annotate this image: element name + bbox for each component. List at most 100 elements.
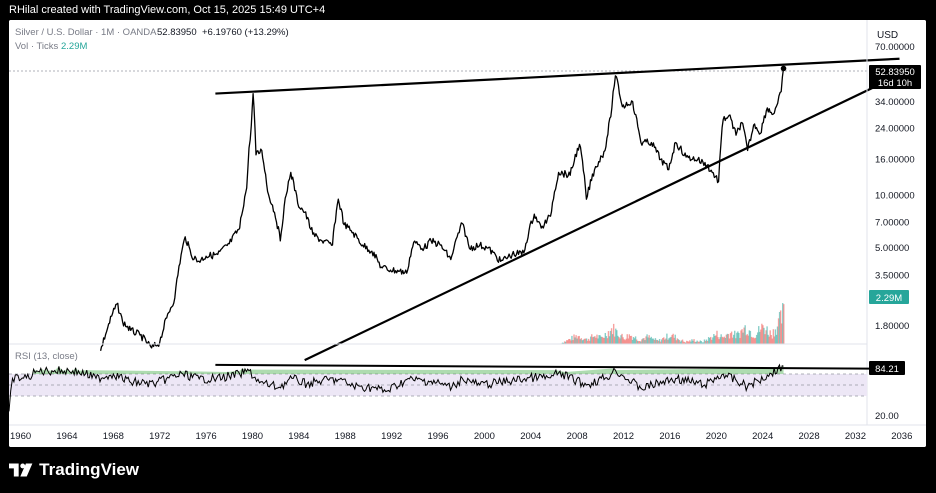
volume-bar <box>575 335 577 344</box>
volume-bar <box>773 336 776 344</box>
rsi-trendline[interactable] <box>215 363 900 370</box>
volume-bar <box>766 326 768 344</box>
price-pane <box>9 57 900 362</box>
volume-bar <box>603 337 605 344</box>
volume-bar <box>719 337 721 344</box>
tradingview-logo-icon <box>9 463 33 477</box>
time-axis-tick: 2008 <box>567 431 588 442</box>
volume-bar <box>763 327 765 344</box>
volume-bar <box>764 334 766 344</box>
price-chart[interactable]: 70.0000048.0000034.0000024.0000016.00000… <box>9 20 926 447</box>
volume-bar <box>598 335 600 344</box>
volume-bar <box>651 338 653 344</box>
volume-bar <box>605 336 608 344</box>
volume-bar <box>597 338 599 344</box>
volume-bar <box>732 334 735 344</box>
volume-bar <box>604 332 607 344</box>
volume-bar <box>778 312 781 344</box>
volume-indicator-value: 2.29M <box>61 41 87 52</box>
bar-countdown: 16d 10h <box>878 78 912 89</box>
volume-bar <box>748 330 751 344</box>
time-axis-tick: 2032 <box>845 431 866 442</box>
rsi-indicator-label[interactable]: RSI (13, close) <box>15 351 78 362</box>
resistance-trendline[interactable] <box>215 57 900 95</box>
volume-bar <box>582 339 585 344</box>
volume-bar <box>720 334 722 344</box>
volume-bar <box>659 341 662 344</box>
volume-bar <box>691 339 693 344</box>
volume-bar <box>629 335 632 344</box>
time-axis-tick: 1984 <box>288 431 309 442</box>
volume-bar <box>672 333 674 344</box>
volume-bar <box>695 341 697 344</box>
volume-bar <box>679 341 682 344</box>
volume-bar <box>678 340 681 344</box>
volume-bar <box>668 338 670 344</box>
time-axis-tick: 2036 <box>891 431 912 442</box>
rsi-badge-value: 84.21 <box>875 364 899 375</box>
volume-bar <box>698 341 700 344</box>
volume-bar <box>735 338 737 344</box>
chart-author-caption: RHilal created with TradingView.com, Oct… <box>9 4 326 16</box>
price-axis-tick: 10.00000 <box>875 190 915 201</box>
volume-bar <box>563 341 566 344</box>
last-price-badge: 52.83950 16d 10h <box>869 65 921 89</box>
volume-bar <box>588 340 591 344</box>
volume-bar <box>760 329 762 344</box>
time-axis-tick: 2004 <box>520 431 541 442</box>
volume-bar <box>706 340 709 344</box>
volume-bar <box>681 339 684 344</box>
price-line-series <box>99 68 785 351</box>
volume-bar <box>624 340 626 344</box>
volume-bar <box>752 337 755 344</box>
volume-bar <box>594 336 596 344</box>
price-axis-tick: 5.00000 <box>875 243 909 254</box>
volume-bar <box>571 335 573 344</box>
volume-badge: 2.29M <box>869 290 909 304</box>
volume-bar <box>711 339 713 344</box>
volume-bar <box>652 338 655 344</box>
tradingview-wordmark: TradingView <box>39 460 139 479</box>
volume-bar <box>587 338 590 344</box>
volume-bar <box>620 335 622 344</box>
volume-bar <box>639 341 641 344</box>
symbol-title[interactable]: Silver / U.S. Dollar · 1M · OANDA <box>15 27 157 38</box>
volume-bar <box>576 338 578 344</box>
volume-bar <box>705 339 708 344</box>
volume-bar <box>758 326 760 344</box>
volume-bar <box>770 335 772 344</box>
volume-bar <box>596 334 598 344</box>
volume-bar <box>756 332 759 344</box>
volume-bar <box>739 337 741 344</box>
time-axis-tick: 1972 <box>149 431 170 442</box>
volume-bar <box>649 338 651 344</box>
volume-bar <box>690 341 692 344</box>
volume-bar <box>673 337 675 344</box>
time-axis-tick: 1996 <box>427 431 448 442</box>
volume-bar <box>630 335 633 344</box>
price-axis-tick: 24.00000 <box>875 124 915 135</box>
volume-bar <box>724 337 727 344</box>
volume-bar <box>657 340 660 344</box>
volume-bar <box>574 337 576 344</box>
time-axis[interactable]: 1960 1964 1968 1972 1976 1980 1984 1988 1992 1996… <box>10 431 912 442</box>
volume-bar <box>674 334 676 344</box>
volume-bar <box>692 340 694 344</box>
volume-bar <box>782 303 784 344</box>
volume-bar <box>653 339 656 344</box>
volume-bar <box>702 342 705 344</box>
volume-indicator-label[interactable]: Vol · Ticks <box>15 41 59 52</box>
chart-frame: 70.0000048.0000034.0000024.0000016.00000… <box>9 20 926 447</box>
volume-bar <box>728 338 731 344</box>
tradingview-logo[interactable]: TradingView <box>9 457 139 483</box>
price-axis-tick: 3.50000 <box>875 270 909 281</box>
volume-bar <box>600 336 602 344</box>
volume-bar <box>703 339 706 344</box>
volume-bar <box>683 342 686 344</box>
support-trendline[interactable] <box>304 73 900 362</box>
volume-bar <box>675 340 677 344</box>
volume-bar <box>664 339 666 344</box>
time-axis-tick: 1976 <box>196 431 217 442</box>
volume-bar <box>627 338 629 344</box>
volume-bar <box>779 310 782 344</box>
